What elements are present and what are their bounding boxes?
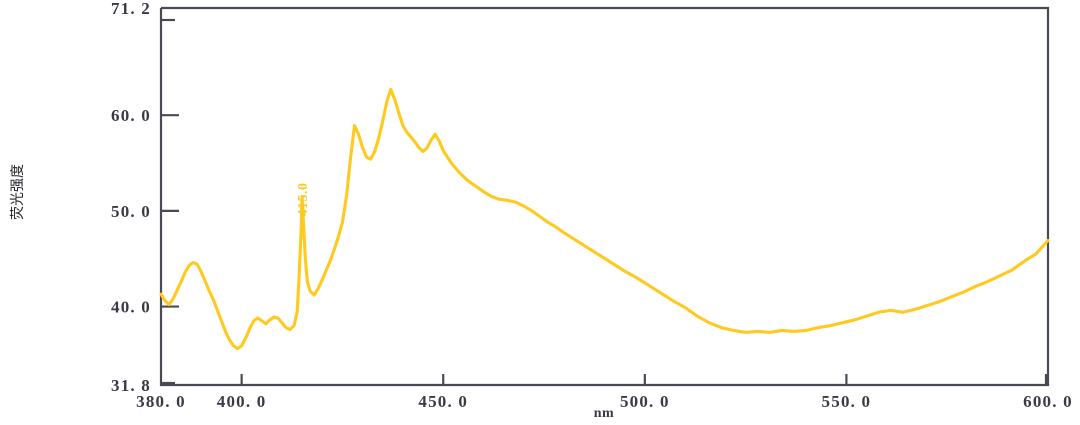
x-axis-ticks [240,374,1048,385]
y-axis-ticks [161,18,179,385]
y-tick-label: 71. 2 [111,0,151,18]
y-tick-label: 50. 0 [111,202,151,221]
x-axis-title: nm [594,406,614,421]
x-tick-label: 500. 0 [620,392,670,411]
x-tick-label: 600. 0 [1023,392,1073,411]
y-axis-title: 荧光强度 [9,164,26,220]
x-tick-label: 450. 0 [418,392,468,411]
spectrum-curve [159,87,1050,351]
peak-annotation-group: 415.0 [296,183,311,217]
y-tick-label: 60. 0 [111,106,151,125]
y-axis-tick-labels: 71. 2 60. 0 50. 0 40. 0 31. 8 [111,0,151,395]
x-tick-label: 400. 0 [217,392,267,411]
x-tick-label: 380. 0 [136,392,186,411]
y-tick-label: 40. 0 [111,298,151,317]
x-tick-label: 550. 0 [822,392,872,411]
y-tick-label: 31. 8 [111,376,151,395]
spectrum-curve-group [159,87,1050,351]
plot-frame [159,6,1050,387]
peak-wavelength-label: 415.0 [296,183,311,217]
x-axis-tick-labels: 380. 0 400. 0 450. 0 500. 0 550. 0 600. 0 [136,392,1073,411]
